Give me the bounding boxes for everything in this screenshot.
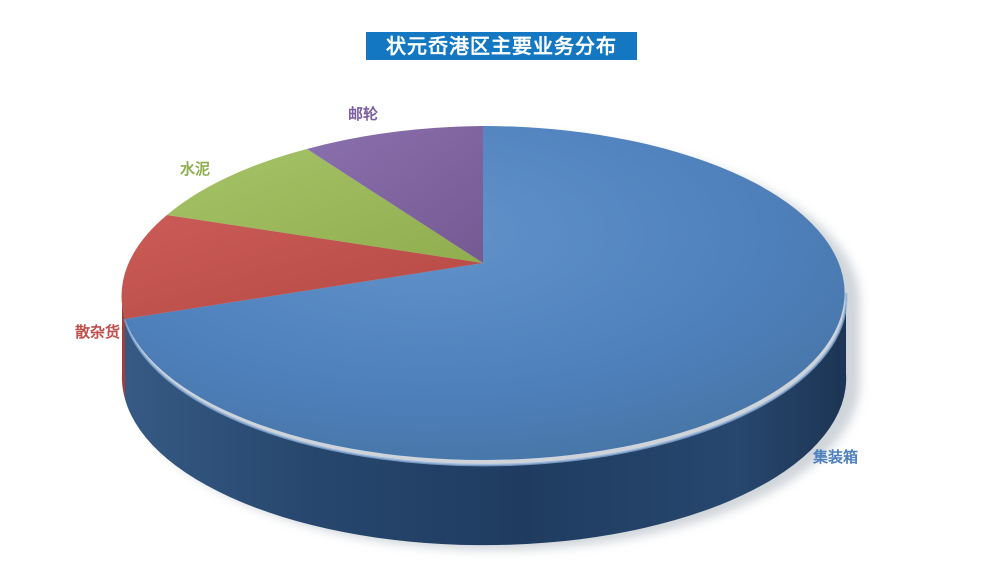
chart-title: 状元岙港区主要业务分布 bbox=[366, 32, 637, 60]
slice-label-cruise: 邮轮 bbox=[348, 105, 379, 123]
pie-slice-cement bbox=[167, 149, 483, 263]
slice-label-container: 集装箱 bbox=[813, 448, 859, 466]
pie-slice-container bbox=[125, 126, 845, 460]
pie-slice-bulk bbox=[121, 215, 483, 319]
slice-label-bulk: 散杂货 bbox=[75, 323, 121, 341]
slice-label-cement: 水泥 bbox=[180, 160, 211, 178]
pie-slice-cruise bbox=[307, 126, 483, 263]
pie-side-wall bbox=[125, 293, 847, 546]
pie-rim-highlight bbox=[123, 292, 848, 467]
